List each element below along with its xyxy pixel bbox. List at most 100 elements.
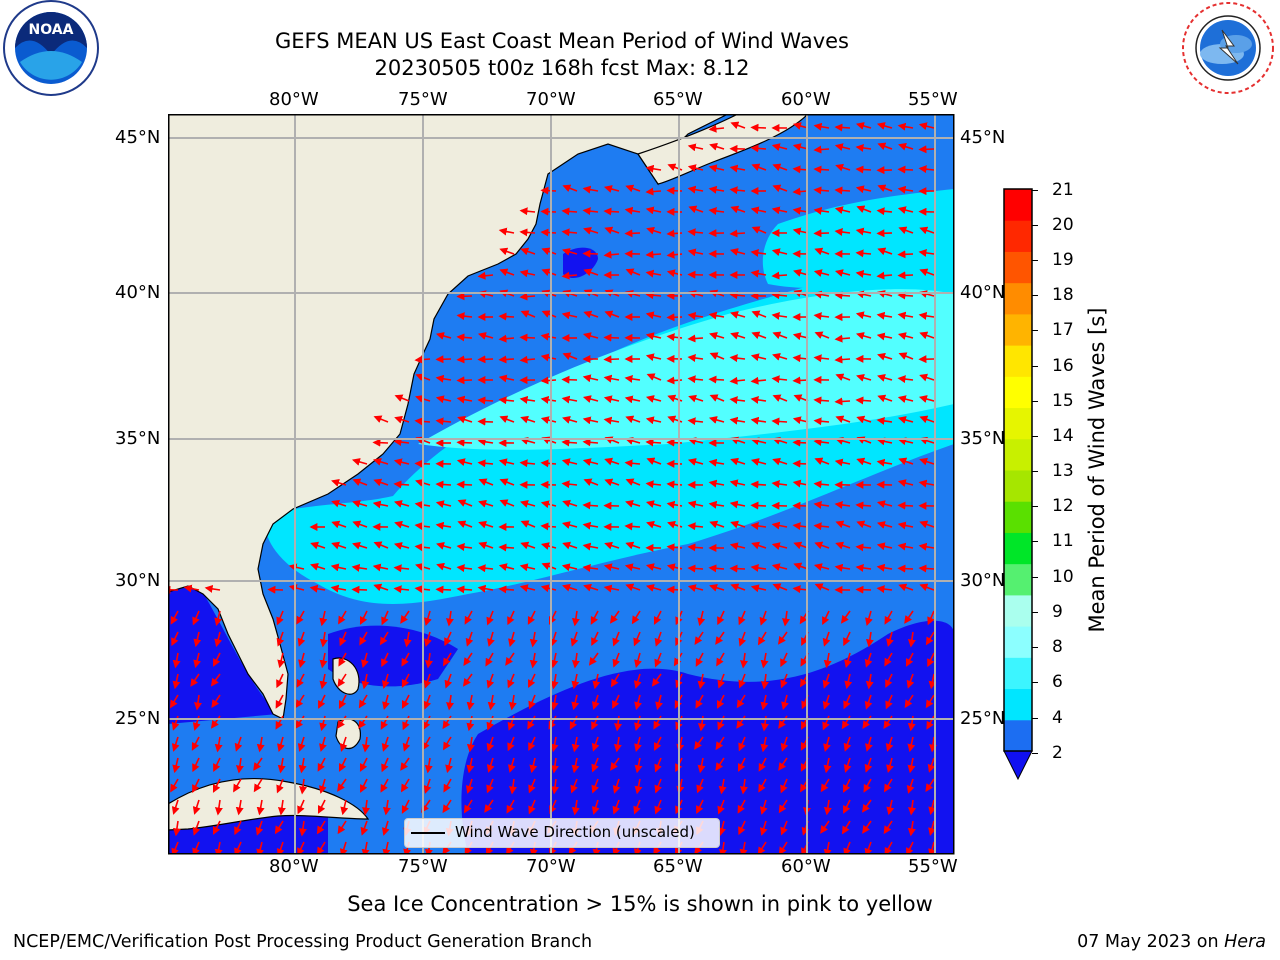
wind-wave-arrow	[256, 799, 265, 816]
wind-wave-arrow	[361, 673, 370, 690]
wind-wave-arrow	[319, 673, 328, 690]
wind-wave-arrow	[359, 610, 368, 625]
wind-wave-arrow	[738, 820, 746, 836]
wind-wave-arrow	[361, 652, 369, 669]
wind-wave-arrow	[477, 459, 494, 468]
wind-wave-arrow	[750, 144, 767, 153]
wind-wave-arrow	[862, 820, 872, 834]
wind-wave-arrow	[918, 564, 935, 573]
wind-wave-arrow	[393, 458, 410, 467]
wind-wave-arrow	[729, 564, 746, 573]
wind-wave-arrow	[834, 206, 851, 215]
wind-wave-arrow	[445, 757, 453, 774]
wind-wave-arrow	[708, 124, 725, 133]
wind-wave-arrow	[834, 228, 851, 236]
wind-wave-arrow	[401, 673, 410, 688]
wind-wave-arrow	[863, 778, 872, 793]
wind-wave-arrow	[507, 757, 516, 773]
wind-wave-arrow	[561, 248, 578, 256]
wind-wave-arrow	[927, 652, 935, 668]
wind-wave-arrow	[561, 438, 578, 447]
wind-wave-arrow	[855, 543, 872, 552]
wind-wave-arrow	[381, 673, 390, 689]
wind-wave-arrow	[603, 355, 620, 364]
wind-wave-arrow	[435, 395, 452, 404]
wind-wave-arrow	[337, 778, 347, 792]
wind-wave-arrow	[591, 631, 599, 647]
wind-wave-arrow	[771, 311, 788, 320]
wind-wave-arrow	[792, 438, 809, 447]
colorbar-tick-label: 17	[1052, 320, 1074, 340]
wind-wave-arrow	[646, 226, 662, 235]
wind-wave-arrow	[778, 799, 788, 814]
wind-wave-arrow	[918, 122, 935, 131]
wind-wave-arrow	[401, 799, 410, 814]
wind-wave-arrow	[730, 520, 746, 529]
wind-wave-arrow	[171, 736, 180, 752]
wind-wave-arrow	[792, 332, 809, 341]
wind-wave-arrow	[359, 757, 368, 772]
wind-wave-arrow	[709, 583, 725, 592]
colorbar-swatch	[1004, 251, 1032, 284]
lat-tick-left-40n: 40°N	[115, 282, 161, 303]
wind-wave-arrow	[876, 417, 893, 425]
wind-wave-arrow	[645, 332, 662, 341]
wind-wave-arrow	[772, 394, 788, 402]
wind-wave-arrow	[528, 799, 536, 815]
wind-wave-arrow	[750, 123, 767, 132]
wind-wave-arrow	[338, 652, 347, 667]
wind-wave-arrow	[442, 736, 452, 751]
wind-wave-arrow	[687, 543, 704, 552]
wind-wave-arrow	[478, 478, 494, 486]
wind-wave-arrow	[582, 501, 599, 510]
wind-wave-arrow	[625, 499, 641, 508]
colorbar-tick-mark	[1032, 541, 1038, 542]
wind-wave-arrow	[687, 164, 704, 173]
colorbar-tick-mark	[1032, 612, 1038, 613]
wind-wave-arrow	[604, 226, 620, 235]
wind-wave-arrow	[793, 269, 809, 277]
legend-line-swatch	[411, 832, 445, 834]
wind-wave-arrow	[709, 142, 725, 151]
wind-wave-arrow	[372, 563, 389, 572]
wind-wave-arrow	[835, 415, 851, 424]
wind-wave-arrow	[645, 269, 662, 278]
wind-wave-arrow	[183, 584, 200, 593]
colorbar-tick-label: 15	[1052, 391, 1074, 411]
wind-wave-arrow	[583, 478, 599, 486]
wind-wave-arrow	[582, 416, 599, 425]
wind-wave-arrow	[234, 736, 243, 752]
wind-wave-arrow	[823, 799, 832, 816]
wind-wave-arrow	[708, 185, 725, 194]
wind-wave-arrow	[898, 352, 914, 360]
wind-wave-arrow	[561, 271, 578, 280]
wind-wave-arrow	[855, 165, 872, 174]
wind-wave-arrow	[793, 394, 809, 402]
wind-wave-arrow	[339, 631, 347, 647]
wind-wave-arrow	[508, 694, 517, 711]
wind-wave-arrow	[400, 778, 410, 793]
wind-wave-arrow	[267, 585, 284, 594]
wind-wave-arrow	[214, 736, 223, 753]
wind-wave-arrow	[609, 610, 620, 624]
wind-wave-arrow	[373, 583, 389, 592]
wind-wave-arrow	[506, 799, 515, 814]
wind-wave-arrow	[625, 184, 641, 193]
wind-wave-arrow	[456, 480, 473, 489]
wind-wave-arrow	[634, 694, 642, 711]
wind-wave-arrow	[813, 206, 830, 215]
wind-wave-arrow	[402, 736, 411, 752]
colorbar-tick-label: 13	[1052, 461, 1074, 481]
wind-wave-arrow	[331, 541, 347, 550]
wind-wave-arrow	[855, 249, 872, 258]
wind-wave-arrow	[687, 458, 704, 466]
wind-wave-arrow	[780, 778, 788, 794]
wind-wave-arrow	[904, 610, 914, 624]
wind-wave-arrow	[751, 310, 767, 318]
wind-wave-arrow	[337, 673, 347, 688]
wind-wave-arrow	[737, 799, 746, 814]
lon-tick-bottom-55w: 55°W	[908, 856, 958, 877]
wind-wave-arrow	[885, 673, 893, 689]
wind-wave-arrow	[561, 228, 578, 237]
wind-wave-arrow	[843, 841, 851, 854]
